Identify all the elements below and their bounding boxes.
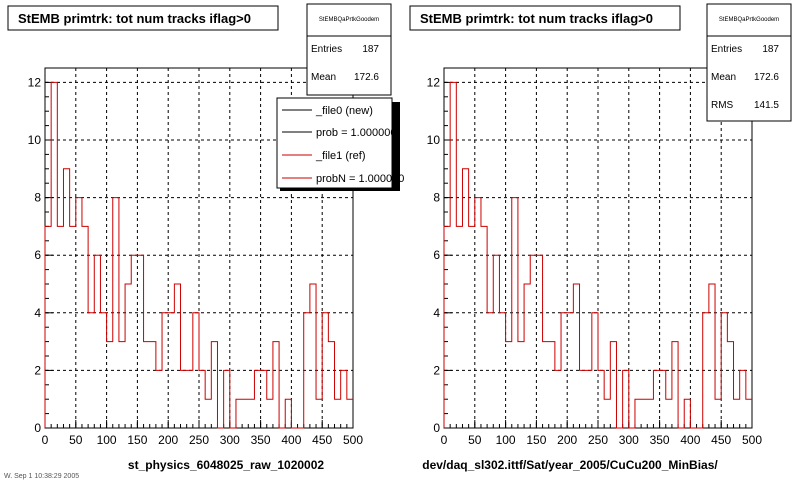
x-tick-label: 300 [619, 433, 639, 447]
title-box-2 [409, 5, 681, 31]
y-tick-label: 12 [427, 75, 441, 89]
x-tick-label: 50 [69, 433, 83, 447]
x-tick-label: 200 [557, 433, 577, 447]
x-tick-label: 50 [468, 433, 482, 447]
x-tick-label: 500 [742, 433, 762, 447]
x-tick-label: 250 [189, 433, 209, 447]
y-tick-label: 8 [433, 191, 440, 205]
x-tick-label: 100 [97, 433, 117, 447]
stats-entries-value-1: 187 [362, 44, 379, 55]
y-tick-label: 12 [28, 75, 42, 89]
x-tick-label: 150 [127, 433, 147, 447]
histogram-line-2 [443, 81, 752, 429]
legend-label-1: prob = 1.000000 [316, 127, 396, 139]
y-tick-label: 2 [433, 363, 440, 377]
y-tick-label: 10 [427, 133, 441, 147]
stats-entries-label-1: Entries [311, 44, 342, 55]
axis-ticks-1: 0 50 100 150 200 250 300 350 400 450 500 0 2 4 6 8 10 12 [28, 67, 363, 447]
x-tick-label: 350 [251, 433, 271, 447]
chart-title-1: StEMB primtrk: tot num tracks iflag>0 [18, 11, 251, 26]
x-tick-label: 400 [680, 433, 700, 447]
x-axis-label-1: st_physics_6048025_raw_1020002 [128, 458, 324, 472]
x-tick-label: 450 [312, 433, 332, 447]
x-tick-label: 0 [441, 433, 448, 447]
x-tick-label: 400 [281, 433, 301, 447]
legend-label-2: _file1 (ref) [315, 150, 366, 162]
x-tick-label: 200 [158, 433, 178, 447]
stats-mean-label-2: Mean [711, 72, 736, 83]
y-tick-label: 0 [433, 421, 440, 435]
x-tick-label: 100 [496, 433, 516, 447]
stats-box-2: StEMBQaPrtkGoodem Entries 187 Mean 172.6… [706, 3, 792, 122]
title-box-1 [7, 5, 279, 31]
y-tick-label: 2 [34, 363, 41, 377]
histogram-panel-2: 0 50 100 150 200 250 300 350 400 450 500024681012 … [409, 3, 792, 472]
stats-entries-value-2: 187 [762, 44, 779, 55]
y-tick-label: 10 [28, 133, 42, 147]
stats-mean-label-1: Mean [311, 72, 336, 83]
x-axis-label-2: dev/daq_sl302.ittf/Sat/year_2005/CuCu200… [422, 458, 718, 472]
stats-mean-value-1: 172.6 [354, 72, 379, 83]
y-tick-label: 4 [34, 306, 41, 320]
chart-title-2: StEMB primtrk: tot num tracks iflag>0 [420, 11, 653, 26]
x-tick-label: 300 [220, 433, 240, 447]
x-tick-label: 150 [526, 433, 546, 447]
y-tick-label: 6 [34, 248, 41, 262]
axis-ticks-2: 0 50 100 150 200 250 300 350 400 450 500 0 2 4 6 8 10 12 [427, 67, 762, 447]
stats-rms-value-2: 141.5 [754, 100, 779, 111]
y-tick-label: 8 [34, 191, 41, 205]
legend-label-3: probN = 1.000000 [316, 173, 404, 185]
stats-name-1: StEMBQaPrtkGoodem [319, 17, 379, 23]
x-tick-label: 0 [42, 433, 49, 447]
stats-entries-label-2: Entries [711, 44, 742, 55]
y-tick-label: 4 [433, 306, 440, 320]
histogram-panel-1: 0 50 100 150 200 250 300 350 400 450 500024681012 … [7, 3, 404, 472]
x-tick-label: 500 [343, 433, 363, 447]
footer-timestamp: W. Sep 1 10:38:29 2005 [4, 473, 79, 480]
histogram-line-1 [44, 81, 353, 429]
legend-label-0: _file0 (new) [315, 105, 373, 117]
stats-mean-value-2: 172.6 [754, 72, 779, 83]
x-tick-label: 450 [711, 433, 731, 447]
stats-box-1: StEMBQaPrtkGoodem Entries 187 Mean 172.6 [306, 3, 392, 96]
legend-box: _file0 (new) prob = 1.000000 _file1 (ref… [276, 97, 404, 191]
x-tick-label: 250 [588, 433, 608, 447]
y-tick-label: 0 [34, 421, 41, 435]
stats-rms-label-2: RMS [711, 100, 734, 111]
y-tick-label: 6 [433, 248, 440, 262]
stats-name-2: StEMBQaPrtkGoodem [719, 17, 779, 23]
x-tick-label: 350 [650, 433, 670, 447]
